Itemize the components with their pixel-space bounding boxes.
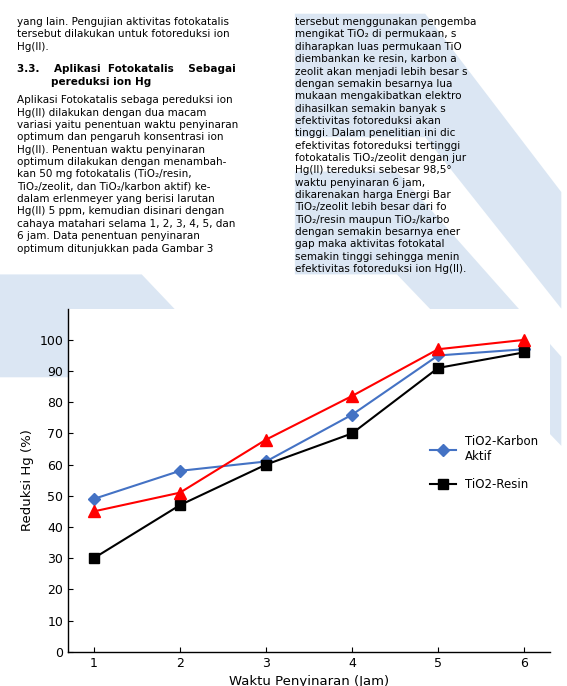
TiO2-Resin [521,348,527,357]
Text: fotokatalis TiO₂/zeolit dengan jur: fotokatalis TiO₂/zeolit dengan jur [295,153,466,163]
Text: dihasilkan semakin banyak s: dihasilkan semakin banyak s [295,104,446,114]
TiO2-Karbon
Aktif [435,351,442,359]
TiO2-Zeolit [263,436,269,444]
TiO2-Zeolit [349,392,356,400]
TiO2-Karbon
Aktif [349,411,356,419]
Text: 3.3.    Aplikasi  Fotokatalis    Sebagai: 3.3. Aplikasi Fotokatalis Sebagai [17,64,236,75]
Text: efektivitas fotoreduksi tertinggi: efektivitas fotoreduksi tertinggi [295,141,460,151]
Polygon shape [0,274,272,494]
Text: kan 50 mg fotokatalis (TiO₂/resin,: kan 50 mg fotokatalis (TiO₂/resin, [17,169,192,180]
Line: TiO2-Zeolit: TiO2-Zeolit [88,333,530,518]
Text: pereduksi ion Hg: pereduksi ion Hg [51,77,151,87]
TiO2-Resin [176,501,183,509]
Line: TiO2-Karbon
Aktif: TiO2-Karbon Aktif [90,345,528,503]
Legend: TiO2-Karbon
Aktif, TiO2-Resin: TiO2-Karbon Aktif, TiO2-Resin [424,429,544,497]
TiO2-Resin [91,554,98,563]
Text: yang lain. Pengujian aktivitas fotokatalis: yang lain. Pengujian aktivitas fotokatal… [17,17,229,27]
TiO2-Zeolit [176,488,183,497]
Text: TiO₂/resin maupun TiO₂/karbo: TiO₂/resin maupun TiO₂/karbo [295,215,449,225]
TiO2-Zeolit [521,335,527,344]
Text: dalam erlenmeyer yang berisi larutan: dalam erlenmeyer yang berisi larutan [17,194,215,204]
Text: zeolit akan menjadi lebih besar s: zeolit akan menjadi lebih besar s [295,67,467,77]
Text: tinggi. Dalam penelitian ini dic: tinggi. Dalam penelitian ini dic [295,128,455,139]
Text: optimum ditunjukkan pada Gambar 3: optimum ditunjukkan pada Gambar 3 [17,244,213,254]
Y-axis label: Reduksi Hg (%): Reduksi Hg (%) [21,429,34,531]
Text: TiO₂/zeolit, dan TiO₂/karbon aktif) ke-: TiO₂/zeolit, dan TiO₂/karbon aktif) ke- [17,182,210,192]
Text: Hg(II).: Hg(II). [17,42,49,52]
TiO2-Zeolit [435,345,442,353]
Text: dikarenakan harga Energi Bar: dikarenakan harga Energi Bar [295,190,451,200]
TiO2-Resin [263,460,269,469]
Text: Hg(II). Penentuan waktu penyinaran: Hg(II). Penentuan waktu penyinaran [17,145,205,155]
Text: cahaya matahari selama 1, 2, 3, 4, 5, dan: cahaya matahari selama 1, 2, 3, 4, 5, da… [17,219,235,229]
Text: diharapkan luas permukaan TiO: diharapkan luas permukaan TiO [295,42,462,52]
Text: efektivitas fotoreduksi akan: efektivitas fotoreduksi akan [295,116,441,126]
X-axis label: Waktu Penyinaran (Jam): Waktu Penyinaran (Jam) [229,675,389,686]
Text: Hg(II) dilakukan dengan dua macam: Hg(II) dilakukan dengan dua macam [17,108,206,118]
Text: mengikat TiO₂ di permukaan, s: mengikat TiO₂ di permukaan, s [295,29,456,40]
TiO2-Resin [349,429,356,438]
Text: TiO₂/zeolit lebih besar dari fo: TiO₂/zeolit lebih besar dari fo [295,202,446,213]
Text: optimum dan pengaruh konsentrasi ion: optimum dan pengaruh konsentrasi ion [17,132,223,143]
TiO2-Resin [435,364,442,372]
Line: TiO2-Resin: TiO2-Resin [89,348,529,563]
Text: tersebut menggunakan pengemba: tersebut menggunakan pengemba [295,17,476,27]
Polygon shape [295,172,561,446]
Text: efektivitas fotoreduksi ion Hg(II).: efektivitas fotoreduksi ion Hg(II). [295,264,466,274]
Text: gap maka aktivitas fotokatal: gap maka aktivitas fotokatal [295,239,445,250]
TiO2-Karbon
Aktif [263,458,269,466]
Text: tersebut dilakukan untuk fotoreduksi ion: tersebut dilakukan untuk fotoreduksi ion [17,29,230,40]
TiO2-Karbon
Aktif [91,495,98,503]
TiO2-Karbon
Aktif [176,466,183,475]
Text: semakin tinggi sehingga menin: semakin tinggi sehingga menin [295,252,459,262]
Text: 6 jam. Data penentuan penyinaran: 6 jam. Data penentuan penyinaran [17,231,200,241]
Text: Hg(II) tereduksi sebesar 98,5°: Hg(II) tereduksi sebesar 98,5° [295,165,451,176]
Polygon shape [295,14,561,309]
Text: optimum dilakukan dengan menambah-: optimum dilakukan dengan menambah- [17,157,226,167]
Text: dengan semakin besarnya ener: dengan semakin besarnya ener [295,227,460,237]
Text: diembankan ke resin, karbon a: diembankan ke resin, karbon a [295,54,456,64]
Text: Hg(II) 5 ppm, kemudian disinari dengan: Hg(II) 5 ppm, kemudian disinari dengan [17,206,225,217]
TiO2-Zeolit [91,507,98,515]
Text: variasi yaitu penentuan waktu penyinaran: variasi yaitu penentuan waktu penyinaran [17,120,238,130]
Text: waktu penyinaran 6 jam,: waktu penyinaran 6 jam, [295,178,425,188]
Text: mukaan mengakibatkan elektro: mukaan mengakibatkan elektro [295,91,462,102]
Text: Aplikasi Fotokatalis sebaga pereduksi ion: Aplikasi Fotokatalis sebaga pereduksi io… [17,95,232,106]
Text: dengan semakin besarnya lua: dengan semakin besarnya lua [295,79,452,89]
TiO2-Karbon
Aktif [521,345,527,353]
